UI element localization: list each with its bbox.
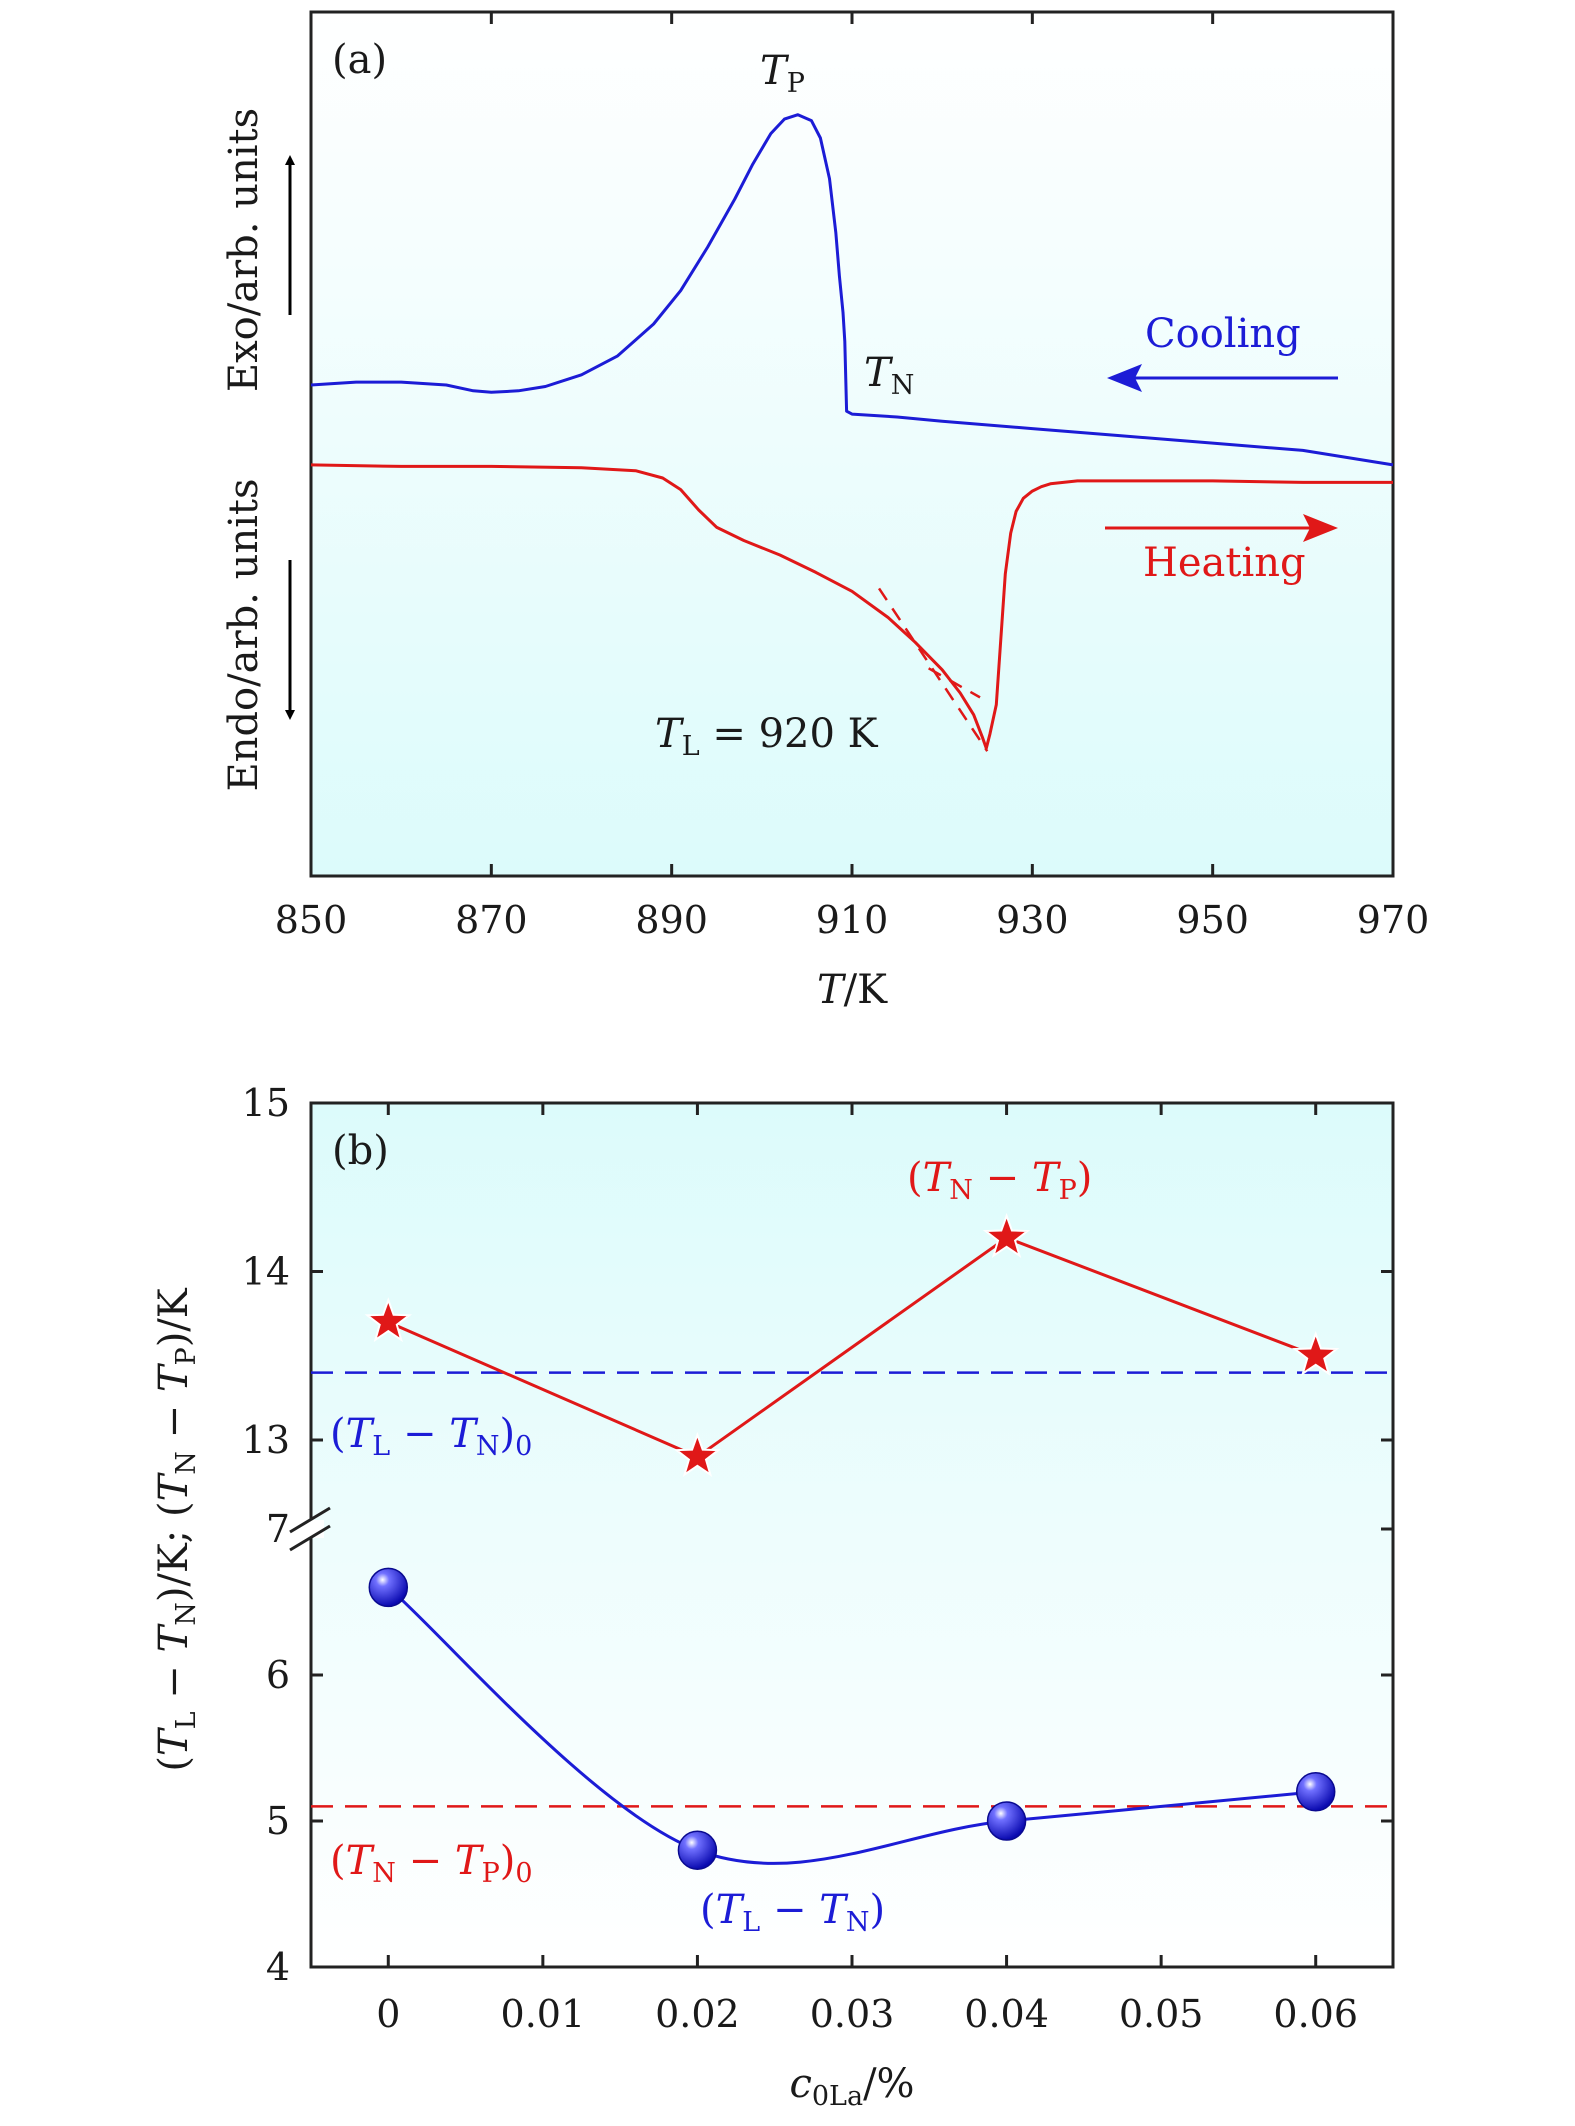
tl-tn-sphere-marker (677, 1830, 718, 1870)
panel-b-series (364, 1212, 1340, 1870)
panel-a-x-axis-label: T/K (817, 967, 888, 1013)
panel-b-x-tick-label: 0.02 (655, 1992, 740, 2036)
panel-b-y-tick-label: 14 (242, 1250, 290, 1294)
panel-b-y-tick-label: 7 (266, 1507, 290, 1551)
panel-b-label: (b) (332, 1128, 389, 1174)
cooling-label: Cooling (1145, 311, 1301, 357)
panel-b-x-tick-label: 0 (376, 1992, 400, 2036)
panel-a-x-ticks: 850 870 890 910 930 950 970 (275, 12, 1430, 942)
tn-tp-zero-label: (TN − TP)0 (330, 1838, 533, 1889)
tn-tp-line (387, 1236, 1317, 1459)
heating-label: Heating (1143, 540, 1306, 586)
tl-tn-sphere-marker (986, 1801, 1027, 1841)
panel-a-label: (a) (332, 37, 387, 83)
tn-tp-star-marker (1291, 1330, 1340, 1376)
panel-b-y-tick-label: 13 (242, 1418, 290, 1462)
panel-a-x-tick-label: 950 (1176, 898, 1249, 942)
axis-break-mark-2 (289, 1524, 331, 1552)
panel-b: (b) 0 0.01 0.02 0.03 0.04 0.05 0.061314154567 … (151, 1081, 1395, 2112)
panel-b-y-tick-label: 5 (266, 1799, 290, 1843)
panel-b-x-tick-label: 0.04 (964, 1992, 1049, 2036)
tn-tp-star-marker (982, 1212, 1031, 1259)
panel-b-x-axis-label: c0La/% (789, 2061, 914, 2112)
tl-tn-curve (387, 1586, 1316, 1865)
panel-b-y-tick-label: 4 (266, 1945, 290, 1989)
panel-b-y-axis-label: (TL − TN)/K; (TN − TP)/K (151, 1287, 202, 1771)
panel-b-x-tick-label: 0.06 (1273, 1992, 1358, 2036)
tl-tn-sphere-marker (368, 1567, 409, 1608)
panel-a-curves (310, 113, 1394, 752)
heating-curve (310, 463, 1393, 750)
panel-a-x-tick-label: 930 (996, 898, 1069, 942)
panel-a: (a) 850 870 890 910 930 950 970 T/K Exo/arb. u… (221, 10, 1430, 1013)
tn-tp-star-marker (364, 1297, 413, 1343)
panel-b-x-tick-label: 0.01 (501, 1992, 586, 2036)
panel-b-y-tick-label: 15 (242, 1081, 290, 1125)
tl-tn-series-label: (TL − TN) (700, 1887, 885, 1938)
tl-annotation: TL = 920 K (655, 711, 879, 762)
tn-tp-star-marker (673, 1431, 722, 1478)
panel-a-x-tick-label: 870 (455, 898, 528, 942)
tl-tn-sphere-marker (1295, 1772, 1336, 1812)
panel-a-y-label-endo: Endo/arb. units (221, 478, 267, 791)
heating-arrow-head (1303, 514, 1338, 542)
tn-annotation: TN (864, 350, 914, 401)
panel-b-reference-lines (311, 1371, 1393, 1808)
panel-a-x-tick-label: 850 (275, 898, 348, 942)
tn-tp-series-label: (TN − TP) (907, 1155, 1092, 1206)
cooling-arrow-head (1107, 364, 1142, 392)
tangent-line (928, 667, 981, 699)
panel-b-ticks: 0 0.01 0.02 0.03 0.04 0.05 0.06 13 14 15 4 5 6 7 (242, 1081, 1393, 2036)
cooling-curve (310, 113, 1394, 467)
tl-tn-zero-label: (TL − TN)0 (330, 1411, 532, 1462)
panel-b-x-tick-label: 0.03 (810, 1992, 895, 2036)
panel-a-y-label-exo: Exo/arb. units (221, 108, 267, 392)
panel-a-x-tick-label: 970 (1357, 898, 1430, 942)
panel-b-y-tick-label: 6 (266, 1653, 290, 1697)
panel-a-x-tick-label: 910 (816, 898, 889, 942)
axis-break-mark-1 (289, 1506, 331, 1534)
panel-b-x-tick-label: 0.05 (1119, 1992, 1204, 2036)
panel-a-x-tick-label: 890 (635, 898, 708, 942)
tp-annotation: TP (760, 48, 805, 99)
